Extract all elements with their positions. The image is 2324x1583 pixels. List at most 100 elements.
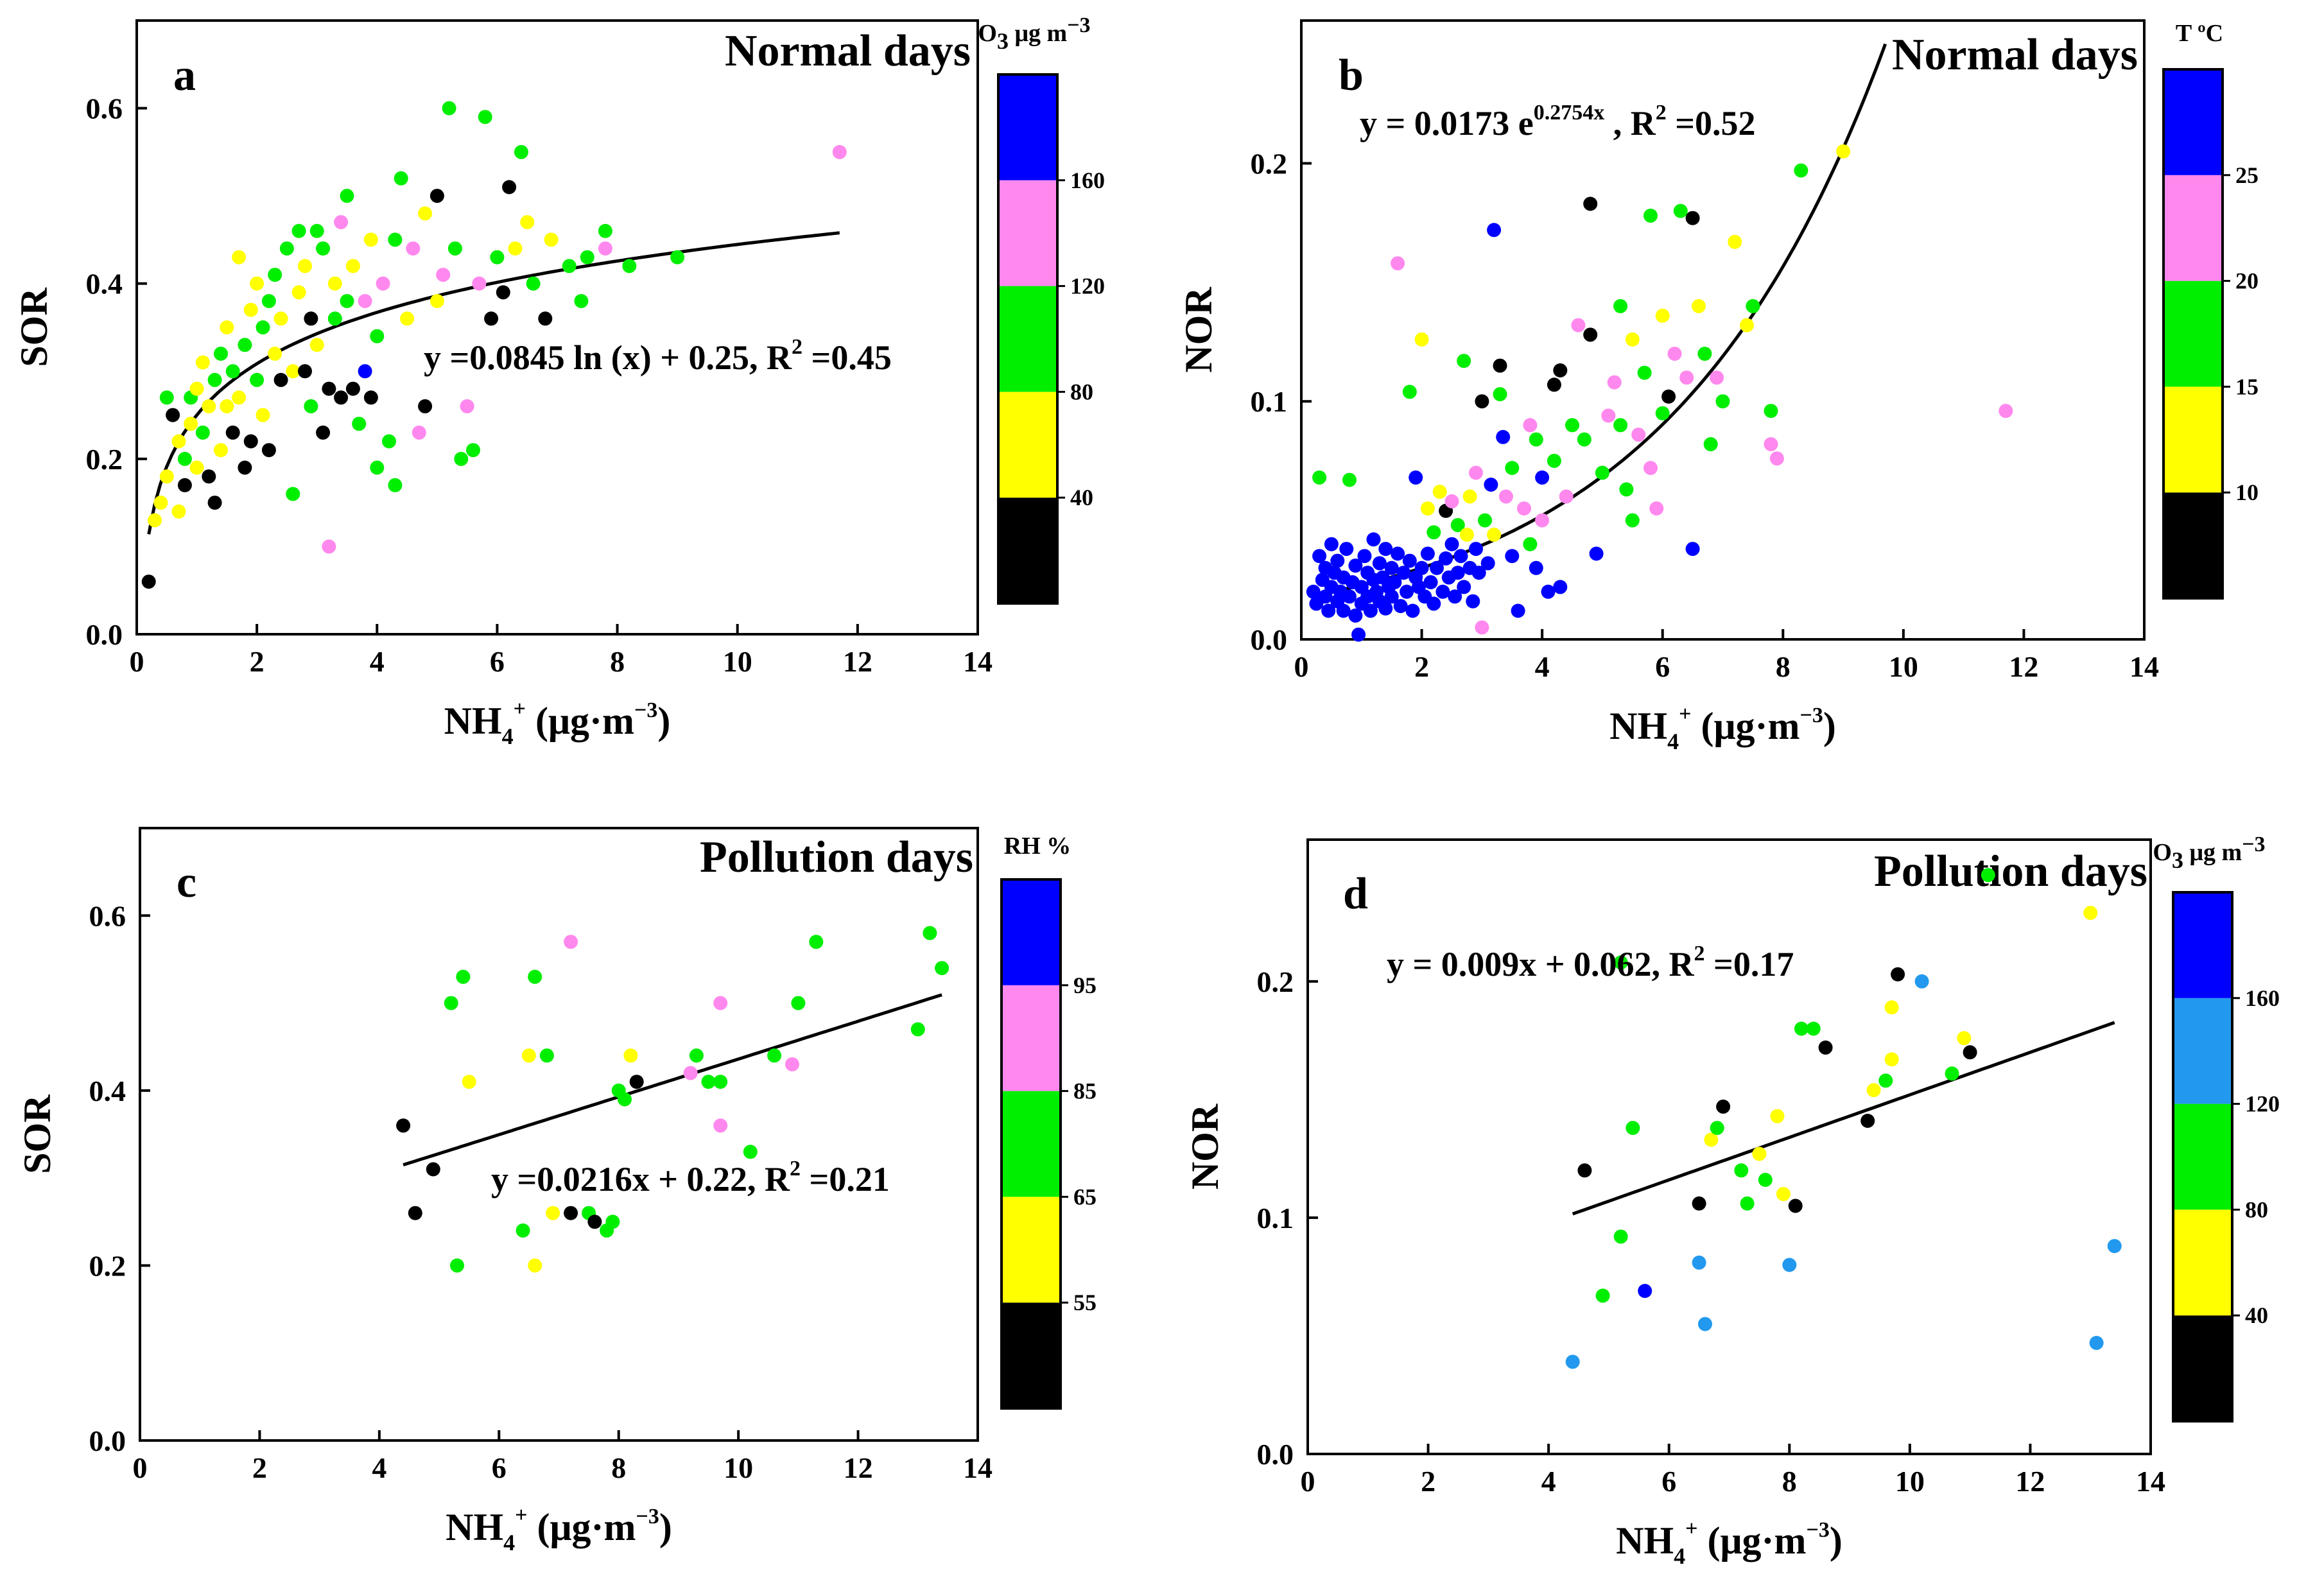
- fit-line: [147, 231, 840, 535]
- data-point: [1692, 1255, 1706, 1270]
- data-point: [460, 399, 474, 413]
- data-point: [340, 294, 354, 308]
- equation-text: =0.21: [801, 1160, 890, 1198]
- data-point: [1698, 1317, 1712, 1331]
- data-point: [1453, 549, 1468, 564]
- data-point: [450, 1258, 464, 1273]
- data-point: [1577, 432, 1591, 447]
- plot-frame-d: [1306, 838, 2152, 1455]
- data-point: [1685, 211, 1700, 225]
- data-point: [1577, 1163, 1592, 1178]
- data-point: [1523, 537, 1538, 551]
- x-tick-label: 12: [2009, 650, 2038, 683]
- data-point: [243, 302, 258, 317]
- y-axis-label: NOR: [1177, 287, 1220, 373]
- data-point: [268, 347, 282, 361]
- data-point: [564, 935, 578, 949]
- x-tick-label: 8: [610, 645, 625, 678]
- data-point: [1884, 1000, 1899, 1015]
- x-label-superscript: +: [514, 697, 526, 721]
- y-axis-label: NOR: [1184, 1103, 1226, 1189]
- data-point: [935, 961, 950, 976]
- colorbar-segment: [2173, 998, 2232, 1104]
- data-point: [1475, 394, 1489, 409]
- data-point: [1914, 974, 1929, 989]
- data-point: [171, 504, 186, 519]
- data-point: [388, 232, 403, 247]
- colorbar-title: T ºC: [2176, 20, 2223, 47]
- x-label-superscript: +: [515, 1503, 527, 1527]
- colorbar-label: 85: [1073, 1078, 1097, 1104]
- data-point: [273, 311, 288, 326]
- y-tick-label: 0.0: [1257, 1438, 1294, 1471]
- y-tick-label: 0.1: [1257, 1202, 1294, 1234]
- data-point: [1423, 575, 1438, 589]
- colorbar-label: 120: [1070, 273, 1105, 299]
- data-point: [1363, 603, 1378, 618]
- x-label-unit-exp: −3: [634, 698, 657, 722]
- data-point: [1571, 318, 1586, 333]
- data-point: [809, 935, 824, 949]
- data-point: [1547, 377, 1561, 392]
- data-point: [1312, 549, 1327, 564]
- colorbar-title: O3 μg m−3: [2153, 833, 2265, 873]
- data-point: [345, 381, 360, 396]
- data-point: [1878, 1073, 1893, 1088]
- y-tick-label: 0.0: [89, 1424, 126, 1457]
- data-point: [1764, 404, 1778, 419]
- data-point: [544, 232, 559, 247]
- x-tick-label: 4: [1535, 650, 1550, 683]
- data-point: [538, 311, 553, 326]
- data-point: [1637, 365, 1652, 380]
- x-axis-label: NH4+ (μg·m−3): [1609, 702, 1836, 754]
- data-point: [598, 223, 612, 238]
- data-point: [1430, 560, 1444, 575]
- data-point: [207, 496, 222, 510]
- data-point: [1728, 234, 1742, 249]
- colorbar-label: 15: [2235, 374, 2259, 399]
- data-point: [214, 347, 228, 361]
- x-tick-label: 12: [844, 1451, 873, 1484]
- data-point: [1342, 472, 1357, 487]
- data-point: [574, 294, 589, 308]
- data-point: [334, 390, 349, 405]
- x-tick-label: 8: [611, 1451, 626, 1484]
- data-point: [447, 241, 462, 256]
- data-point: [1589, 546, 1604, 561]
- data-point: [562, 259, 577, 273]
- x-label-species: NH: [446, 1506, 503, 1548]
- data-point: [1306, 584, 1321, 599]
- data-point: [1402, 385, 1417, 399]
- x-tick-label: 10: [723, 645, 752, 678]
- data-point: [1457, 580, 1471, 594]
- colorbar-segment: [2164, 69, 2223, 175]
- data-point: [177, 478, 192, 492]
- x-label-unit: (μg·m: [1692, 705, 1800, 747]
- fit-equation: y =0.0845 ln (x) + 0.25, R2 =0.45: [424, 335, 892, 377]
- data-point: [1884, 1052, 1899, 1067]
- fit-line: [403, 993, 942, 1166]
- y-tick-label: 0.2: [1257, 965, 1294, 998]
- colorbar-label: 160: [1070, 168, 1105, 193]
- data-point: [207, 372, 222, 387]
- colorbar-segment: [1002, 1302, 1061, 1408]
- data-point: [394, 171, 408, 186]
- data-point: [171, 434, 186, 449]
- data-point: [454, 451, 469, 466]
- colorbar-label: 20: [2235, 268, 2259, 294]
- data-point: [701, 1075, 716, 1089]
- data-point: [370, 460, 385, 475]
- data-point: [1469, 465, 1483, 480]
- data-point: [1448, 589, 1462, 604]
- colorbar-segment: [998, 497, 1057, 603]
- x-label-superscript: +: [1685, 1517, 1697, 1541]
- colorbar-label: 120: [2245, 1091, 2280, 1117]
- x-tick-label: 2: [1421, 1465, 1435, 1498]
- data-point: [1794, 163, 1808, 178]
- data-point: [159, 390, 174, 405]
- data-point: [279, 241, 294, 256]
- data-point: [1505, 549, 1520, 564]
- data-point: [743, 1145, 758, 1159]
- colorbar-segment: [2164, 175, 2223, 281]
